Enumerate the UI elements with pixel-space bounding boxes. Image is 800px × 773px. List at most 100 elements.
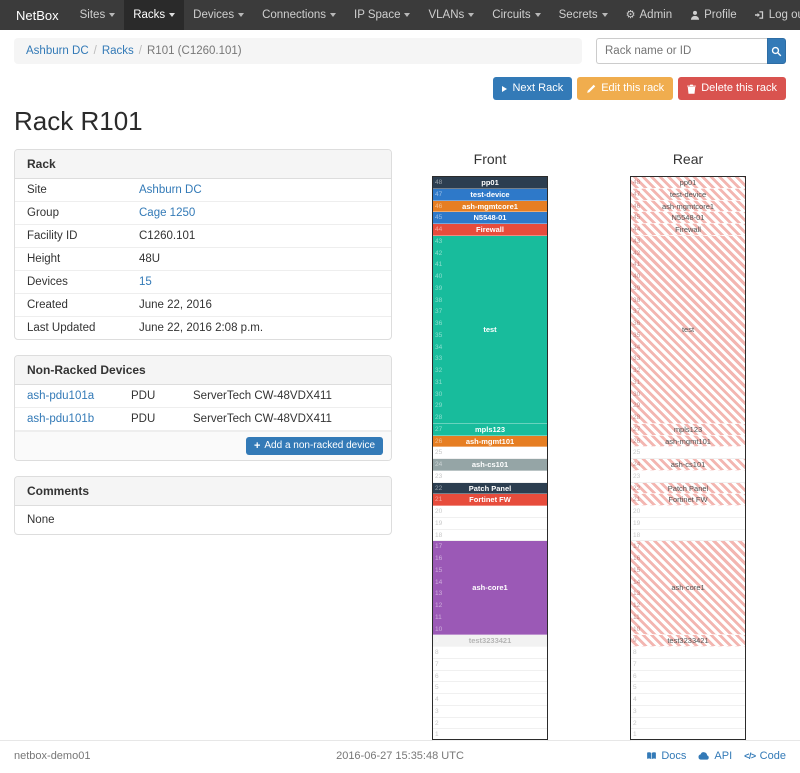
rack-device-front-n5548-01[interactable]: N5548-01 [433,212,547,225]
rack-info-table: Site Ashburn DC Group Cage 1250 Facility ID C… [15,179,391,339]
rack-device-front-ash-mgmt101[interactable]: ash-mgmt101 [433,435,547,448]
nav-item-racks[interactable]: Racks [124,0,185,30]
unit-number: 26 [633,437,641,445]
rack-device-front-patch-panel[interactable]: Patch Panel [433,482,547,495]
search-button[interactable] [767,38,786,64]
rack-device-rear-test[interactable]: test [631,235,745,424]
rack-device-rear-patch-panel[interactable]: Patch Panel [631,482,745,495]
rack-unit-slot[interactable] [631,447,745,460]
device-link[interactable]: ash-pdu101b [27,413,95,426]
add-nonracked-device-button[interactable]: + Add a non-racked device [245,437,383,456]
rack-unit-slot[interactable] [433,671,547,683]
rack-device-front-test[interactable]: test [433,235,547,424]
rack-device-rear-fortinet-fw[interactable]: Fortinet FW [631,494,745,507]
rack-unit-slot[interactable] [433,706,547,718]
delete-rack-button[interactable]: Delete this rack [678,77,786,101]
rack-device-front-ash-cs101[interactable]: ash-cs101 [433,459,547,471]
info-value-link[interactable]: Cage 1250 [139,207,196,220]
nonracked-panel-footer: + Add a non-racked device [15,431,391,461]
nav-item-connections[interactable]: Connections [253,0,345,30]
rack-unit-slot[interactable] [433,659,547,671]
chevron-down-icon [601,13,608,17]
info-value-link[interactable]: Ashburn DC [139,184,202,197]
rack-device-rear-ash-core1[interactable]: ash-core1 [631,541,745,636]
rack-unit-slot[interactable] [631,718,745,730]
rack-unit-slot[interactable] [433,518,547,530]
rack-device-front-ash-mgmtcore1[interactable]: ash-mgmtcore1 [433,200,547,213]
rack-device-rear-mpls123[interactable]: mpls123 [631,423,745,436]
unit-number: 25 [435,449,443,457]
nav-item-ip-space[interactable]: IP Space [345,0,419,30]
rack-device-rear-ash-mgmt101[interactable]: ash-mgmt101 [631,435,745,448]
nav-item-log-out[interactable]: Log out [746,0,800,30]
rack-unit-slot[interactable] [631,518,745,530]
nav-item-secrets[interactable]: Secrets [550,0,617,30]
rack-unit-slot[interactable] [433,506,547,518]
nav-item-devices[interactable]: Devices [184,0,253,30]
rack-actions: Next Rack Edit this rack Delete this rac… [14,77,786,101]
rack-device-rear-n5548-01[interactable]: N5548-01 [631,212,745,225]
rack-device-front-test3233421[interactable]: test3233421 [433,635,547,648]
unit-number: 17 [435,543,443,551]
rack-device-front-pp01[interactable]: pp01 [433,177,547,189]
info-value-link[interactable]: 15 [139,276,152,289]
unit-number: 20 [435,508,443,516]
rack-unit-slot[interactable] [433,471,547,483]
next-rack-button[interactable]: Next Rack [493,77,573,101]
footer-link-label: API [714,750,733,763]
rack-unit-slot[interactable] [433,682,547,695]
rack-info-row: Site Ashburn DC [15,179,391,203]
rack-unit-slot[interactable] [631,530,745,542]
rack-unit-slot[interactable] [631,682,745,695]
rack-unit-slot[interactable] [631,471,745,483]
unit-number: 36 [633,320,641,328]
footer-links: Docs API </> Code [531,750,786,762]
rack-device-front-fortinet-fw[interactable]: Fortinet FW [433,494,547,507]
nav-item-profile[interactable]: Profile [681,0,746,30]
rack-device-rear-test3233421[interactable]: test3233421 [631,635,745,648]
rack-unit-slot[interactable] [433,530,547,542]
brand-logo[interactable]: NetBox [16,7,59,23]
rack-unit-slot[interactable] [433,647,547,659]
rack-unit-slot[interactable] [631,647,745,659]
rack-device-rear-firewall[interactable]: Firewall [631,224,745,236]
breadcrumb-link[interactable]: Ashburn DC [26,45,89,57]
rack-search-input[interactable] [596,38,767,64]
rack-device-rear-test-device[interactable]: test-device [631,188,745,201]
edit-rack-button[interactable]: Edit this rack [577,77,674,101]
nav-item-label: Circuits [492,9,531,21]
nav-item-circuits[interactable]: Circuits [483,0,549,30]
footer-link-api[interactable]: API [698,750,732,762]
unit-number: 20 [633,508,641,516]
nav-item-admin[interactable]: ⚙ Admin [617,0,681,30]
nonracked-table: ash-pdu101a PDU ServerTech CW-48VDX411 ash-… [15,385,391,432]
rear-elevation-wrap: Rear 48 47 46 45 44 43 42 41 40 39 38 37 36 35 34 33 32 3… [630,149,746,742]
info-value: Ashburn DC [127,179,391,201]
rack-device-rear-ash-mgmtcore1[interactable]: ash-mgmtcore1 [631,200,745,213]
rack-device-front-ash-core1[interactable]: ash-core1 [433,541,547,636]
rack-panel-title: Rack [15,150,391,180]
footer-link-docs[interactable]: Docs [646,750,686,762]
rack-unit-slot[interactable] [433,694,547,706]
nav-item-vlans[interactable]: VLANs [419,0,483,30]
nav-item-label: Devices [193,9,235,21]
rack-device-rear-pp01[interactable]: pp01 [631,177,745,189]
rack-unit-slot[interactable] [631,659,745,671]
rack-device-front-mpls123[interactable]: mpls123 [433,423,547,436]
navbar-menu: Sites Racks Devices Connections IP Space VLAN… [71,0,617,30]
rack-unit-slot[interactable] [631,694,745,706]
footer-link-code[interactable]: </> Code [744,750,786,762]
rack-unit-slot[interactable] [631,706,745,718]
device-link[interactable]: ash-pdu101a [27,390,95,403]
rack-device-rear-ash-cs101[interactable]: ash-cs101 [631,459,745,471]
rack-unit-slot[interactable] [433,718,547,730]
rack-unit-slot[interactable] [631,671,745,683]
breadcrumb-link[interactable]: Racks [101,45,134,57]
rack-unit-slot[interactable] [631,729,745,742]
rack-unit-slot[interactable] [631,506,745,518]
rack-device-front-firewall[interactable]: Firewall [433,224,547,236]
rack-unit-slot[interactable] [433,447,547,460]
nav-item-sites[interactable]: Sites [71,0,125,30]
rack-device-front-test-device[interactable]: test-device [433,188,547,201]
rack-unit-slot[interactable] [433,729,547,742]
